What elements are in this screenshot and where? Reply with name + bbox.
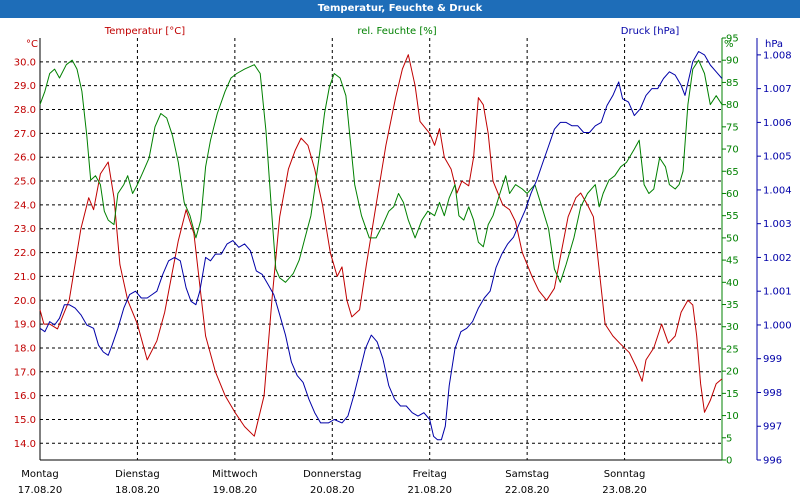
press-tick-label: 1.002 bbox=[763, 253, 792, 264]
date-label: 22.08.20 bbox=[505, 485, 550, 496]
hum-tick-label: 10 bbox=[726, 411, 739, 422]
hum-tick-label: 65 bbox=[726, 167, 739, 178]
hum-tick-label: 75 bbox=[726, 122, 739, 133]
temp-tick-label: 23.0 bbox=[14, 224, 36, 235]
chart-grid bbox=[40, 38, 722, 460]
legend-hum: rel. Feuchte [%] bbox=[357, 26, 436, 37]
temp-tick-label: 28.0 bbox=[14, 105, 36, 116]
day-label: Dienstag bbox=[115, 469, 160, 480]
temp-tick-label: 17.0 bbox=[14, 367, 36, 378]
hum-tick-label: 60 bbox=[726, 189, 739, 200]
temp-tick-label: 27.0 bbox=[14, 129, 36, 140]
chart-axes bbox=[39, 37, 761, 461]
press-tick-label: 1.003 bbox=[763, 219, 792, 230]
press-tick-label: 1.000 bbox=[763, 320, 792, 331]
legend-temp: Temperatur [°C] bbox=[104, 26, 185, 37]
temp-tick-label: 22.0 bbox=[14, 248, 36, 259]
hum-tick-label: 55 bbox=[726, 211, 739, 222]
hum-tick-label: 45 bbox=[726, 256, 739, 267]
hum-tick-label: 80 bbox=[726, 100, 739, 111]
press-tick-label: 999 bbox=[763, 354, 782, 365]
temp-tick-label: 19.0 bbox=[14, 320, 36, 331]
date-label: 21.08.20 bbox=[407, 485, 452, 496]
press-tick-label: 998 bbox=[763, 388, 782, 399]
press-tick-label: 1.007 bbox=[763, 84, 792, 95]
date-label: 23.08.20 bbox=[602, 485, 647, 496]
press-tick-label: 1.006 bbox=[763, 118, 792, 129]
day-label: Mittwoch bbox=[212, 469, 257, 480]
press-unit-label: hPa bbox=[765, 39, 783, 50]
temp-tick-label: 21.0 bbox=[14, 272, 36, 283]
hum-tick-label: 5 bbox=[726, 433, 732, 444]
series-line-press bbox=[39, 51, 723, 441]
day-label: Samstag bbox=[505, 469, 549, 480]
temp-tick-label: 20.0 bbox=[14, 296, 36, 307]
hum-tick-label: 25 bbox=[726, 344, 739, 355]
press-tick-label: 1.001 bbox=[763, 287, 792, 298]
hum-tick-label: 90 bbox=[726, 56, 739, 67]
press-tick-label: 1.004 bbox=[763, 185, 792, 196]
date-label: 18.08.20 bbox=[115, 485, 160, 496]
press-tick-label: 997 bbox=[763, 422, 782, 433]
hum-unit-label: % bbox=[724, 39, 734, 50]
chart-labels: 14.0 15.0 16.0 17.0 18.0 19.0 20.0 21.0 22.0 23.0… bbox=[14, 26, 792, 496]
hum-tick-label: 30 bbox=[726, 322, 739, 333]
chart-series bbox=[39, 51, 723, 441]
temp-unit-label: °C bbox=[26, 39, 38, 50]
temp-tick-label: 15.0 bbox=[14, 415, 36, 426]
day-label: Montag bbox=[21, 469, 58, 480]
date-label: 20.08.20 bbox=[310, 485, 355, 496]
temp-tick-label: 16.0 bbox=[14, 391, 36, 402]
hum-tick-label: 50 bbox=[726, 233, 739, 244]
day-label: Donnerstag bbox=[303, 469, 361, 480]
temp-tick-label: 14.0 bbox=[14, 439, 36, 450]
temp-tick-label: 24.0 bbox=[14, 200, 36, 211]
hum-tick-label: 85 bbox=[726, 78, 739, 89]
hum-tick-label: 20 bbox=[726, 367, 739, 378]
press-tick-label: 996 bbox=[763, 456, 782, 467]
series-line-temp bbox=[39, 54, 723, 437]
day-label: Freitag bbox=[413, 469, 447, 480]
hum-tick-label: 70 bbox=[726, 145, 739, 156]
hum-tick-label: 15 bbox=[726, 389, 739, 400]
hum-tick-label: 0 bbox=[726, 456, 732, 467]
legend-press: Druck [hPa] bbox=[621, 26, 680, 37]
day-label: Sonntag bbox=[604, 469, 646, 480]
window-title: Temperatur, Feuchte & Druck bbox=[0, 0, 800, 18]
press-tick-label: 1.005 bbox=[763, 152, 792, 163]
hum-tick-label: 95 bbox=[726, 34, 739, 45]
temp-tick-label: 30.0 bbox=[14, 57, 36, 68]
temp-tick-label: 18.0 bbox=[14, 343, 36, 354]
temp-tick-label: 25.0 bbox=[14, 177, 36, 188]
press-tick-label: 1.008 bbox=[763, 50, 792, 61]
hum-tick-label: 35 bbox=[726, 300, 739, 311]
temp-tick-label: 26.0 bbox=[14, 153, 36, 164]
series-line-hum bbox=[39, 59, 723, 283]
date-label: 17.08.20 bbox=[18, 485, 63, 496]
hum-tick-label: 40 bbox=[726, 278, 739, 289]
temp-tick-label: 29.0 bbox=[14, 81, 36, 92]
date-label: 19.08.20 bbox=[213, 485, 258, 496]
